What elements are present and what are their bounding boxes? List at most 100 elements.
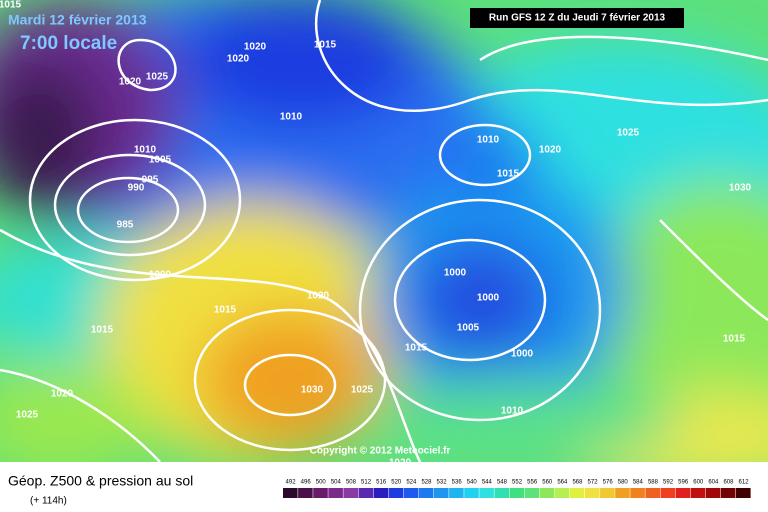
isobar-label: 1020	[389, 458, 412, 469]
scale-label: 604	[708, 480, 719, 486]
scale-swatch	[524, 488, 540, 498]
scale-swatch	[403, 488, 419, 498]
scale-label: 600	[693, 480, 704, 486]
isobar-label: 1030	[301, 385, 324, 396]
isobar-label: 1020	[227, 54, 250, 65]
scale-swatch	[539, 488, 555, 498]
scale-label: 492	[286, 480, 297, 486]
scale-label: 556	[527, 480, 538, 486]
scale-swatch	[600, 488, 615, 498]
isobar-label: 1020	[307, 291, 330, 302]
scale-swatch	[494, 488, 509, 498]
scale-label: 520	[391, 480, 402, 486]
scale-label: 584	[633, 480, 644, 486]
isobar-label: 1000	[444, 268, 467, 279]
scale-swatch	[388, 488, 404, 498]
isobar-label: 1020	[51, 389, 74, 400]
scale-swatch	[418, 488, 434, 498]
scale-label: 540	[467, 480, 478, 486]
isobar-label: 1025	[351, 385, 374, 396]
scale-label: 512	[361, 480, 372, 486]
scale-swatch	[645, 488, 660, 498]
scale-label: 528	[421, 480, 432, 486]
isobar-label: 1015	[723, 334, 746, 345]
isobar-label: 1010	[501, 406, 524, 417]
scale-label: 580	[618, 480, 629, 486]
scale-label: 544	[482, 480, 493, 486]
field	[0, 0, 768, 462]
scale-swatch	[313, 488, 328, 498]
scale-swatch	[509, 488, 525, 498]
isobar-label: 1005	[149, 155, 172, 166]
footer-subtitle: (+ 114h)	[30, 496, 67, 507]
run-info: Run GFS 12 Z du Jeudi 7 février 2013	[489, 13, 666, 24]
scale-swatch	[464, 488, 479, 498]
isobar-label: 1020	[244, 42, 267, 53]
scale-swatch	[449, 488, 464, 498]
isobar-label: 1015	[405, 343, 428, 354]
isobar-label: 985	[117, 220, 134, 231]
scale-swatch	[630, 488, 645, 498]
isobar-label: 1025	[617, 128, 640, 139]
run-box	[470, 8, 684, 28]
isobar-label: 1010	[477, 135, 500, 146]
scale-swatch	[479, 488, 494, 498]
scale-swatch	[675, 488, 691, 498]
scale-label: 536	[452, 480, 463, 486]
scale-label: 516	[376, 480, 387, 486]
footer-title: Géop. Z500 & pression au sol	[8, 473, 193, 489]
isobar-label: 990	[128, 183, 145, 194]
isobar-label: 1015	[497, 169, 520, 180]
scale-swatch	[328, 488, 343, 498]
isobar-label: 1005	[457, 323, 480, 334]
scale-label: 500	[316, 480, 327, 486]
isobar-label: 1020	[539, 145, 562, 156]
isobar-label: 1015	[91, 325, 114, 336]
scale-label: 592	[663, 480, 674, 486]
isobar-label: 1025	[146, 72, 169, 83]
scale-swatch	[298, 488, 313, 498]
isobar-label: 1020	[119, 77, 142, 88]
scale-swatch	[554, 488, 570, 498]
isobar-label: 1000	[149, 270, 172, 281]
scale-swatch	[736, 488, 751, 498]
date: Mardi 12 février 2013	[8, 12, 147, 28]
scale-label: 552	[512, 480, 523, 486]
isobar-label: 1025	[16, 410, 39, 421]
scale-label: 496	[301, 480, 312, 486]
scale-swatch	[615, 488, 630, 498]
isobar-label: 1030	[729, 183, 752, 194]
scale-swatch	[660, 488, 676, 498]
copyright: Copyright © 2012 Meteociel.fr	[310, 446, 451, 457]
isobar-label: 1000	[477, 293, 500, 304]
isobar-label: 995	[142, 175, 159, 186]
isobar-label: 1000	[511, 349, 534, 360]
scale-label: 504	[331, 480, 342, 486]
scale-swatch	[585, 488, 600, 498]
scale-label: 568	[572, 480, 583, 486]
scale-swatch	[358, 488, 374, 498]
scale-label: 572	[588, 480, 599, 486]
scale-label: 588	[648, 480, 659, 486]
scale-label: 548	[497, 480, 508, 486]
isobar-label: 1015	[314, 40, 337, 51]
isobar-label: 1020	[647, 464, 670, 475]
scale-swatch	[283, 488, 298, 498]
scale-swatch	[569, 488, 585, 498]
isobar-label: 1015	[0, 0, 22, 11]
scale-swatch	[690, 488, 706, 498]
isobar-label: 1010	[280, 112, 303, 123]
scale-swatch	[373, 488, 389, 498]
scale-label: 564	[557, 480, 568, 486]
scale-label: 560	[542, 480, 553, 486]
scale-label: 576	[603, 480, 614, 486]
isobar-label: 1015	[214, 305, 237, 316]
scale-label: 612	[739, 480, 750, 486]
scale-label: 608	[723, 480, 734, 486]
scale-swatch	[434, 488, 449, 498]
scale-label: 532	[437, 480, 448, 486]
isobar-label: 1010	[134, 145, 157, 156]
scale-swatch	[720, 488, 736, 498]
scale-label: 596	[678, 480, 689, 486]
